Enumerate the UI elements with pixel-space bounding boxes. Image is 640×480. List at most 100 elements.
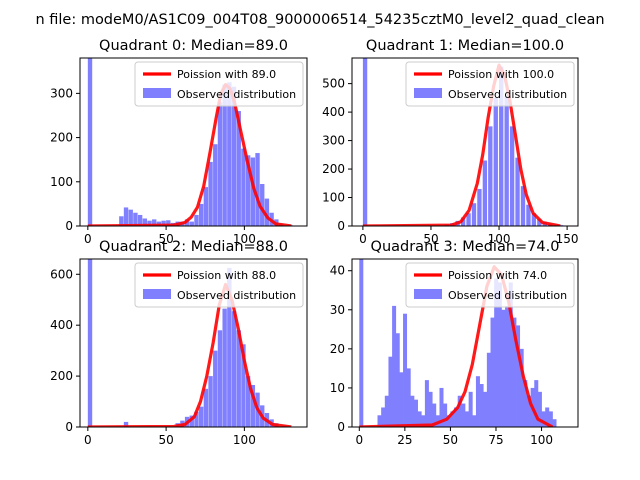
histogram-bar <box>137 214 143 226</box>
legend: Poission with 100.0 Observed distribution <box>405 61 575 107</box>
y-tick-label: 0 <box>337 420 345 434</box>
y-tick-label: 300 <box>322 134 345 148</box>
histogram-bar <box>119 216 124 226</box>
histogram-bar <box>541 411 546 427</box>
x-tick-label: 50 <box>158 433 173 447</box>
histogram-bar <box>493 97 498 226</box>
histogram-bar <box>123 421 129 427</box>
chart-title: Quadrant 1: Median=100.0 <box>366 38 564 54</box>
legend-label-observed: Observed distribution <box>177 88 296 101</box>
chart-title: Quadrant 0: Median=89.0 <box>99 38 288 54</box>
y-tick-label: 30 <box>330 303 345 317</box>
histogram-bar <box>362 58 368 226</box>
legend-label-poisson: Poission with 88.0 <box>177 269 276 282</box>
x-tick-label: 25 <box>397 433 412 447</box>
histogram-bar <box>87 58 93 226</box>
x-tick-label: 100 <box>233 433 256 447</box>
chart-title: Quadrant 2: Median=88.0 <box>99 239 288 255</box>
histogram-bar <box>392 305 397 427</box>
y-tick-label: 100 <box>50 175 73 189</box>
histogram-bar <box>245 376 251 427</box>
histogram-bar <box>406 368 411 427</box>
histogram-bar <box>222 308 227 427</box>
histogram-bar <box>128 209 133 226</box>
histogram-bar <box>505 305 510 427</box>
histogram-bar <box>471 203 477 226</box>
histogram-bar <box>208 161 213 226</box>
histogram-bar <box>526 395 531 427</box>
histogram-bar <box>461 403 466 427</box>
axes-frame <box>351 57 579 227</box>
histogram-bar <box>217 102 223 226</box>
histogram-bar <box>477 188 482 226</box>
histogram-bar <box>222 84 227 226</box>
histogram-bar <box>410 395 415 427</box>
histogram-bar <box>432 403 437 427</box>
histogram-bar <box>428 391 433 427</box>
histogram-bar <box>147 220 152 226</box>
histogram-bar <box>236 111 241 226</box>
histogram-bar <box>250 385 256 427</box>
axes-frame <box>79 258 308 428</box>
histogram-bar <box>537 218 542 226</box>
histogram-bar <box>446 415 451 427</box>
histogram-bar <box>504 96 509 226</box>
histogram-bar <box>512 317 517 427</box>
histogram-bar <box>457 395 462 427</box>
histogram-bar <box>450 411 455 427</box>
histogram-bar <box>523 380 528 427</box>
x-tick-label: 0 <box>84 433 92 447</box>
histogram-bar <box>548 411 553 427</box>
histogram-bar <box>483 391 488 427</box>
histogram-bar <box>399 372 404 427</box>
histogram-bar <box>482 160 488 226</box>
histogram-bar <box>424 380 429 427</box>
histogram-bar <box>227 82 232 226</box>
histogram-bar <box>421 415 426 427</box>
legend-hist-swatch <box>143 88 171 98</box>
legend-hist-swatch <box>143 289 171 299</box>
histogram-bar <box>250 157 256 226</box>
histogram-bar <box>198 406 204 427</box>
histogram-bar <box>255 153 260 226</box>
y-tick-label: 100 <box>322 191 345 205</box>
x-tick-label: 100 <box>530 433 553 447</box>
histogram-bar <box>87 259 93 427</box>
histogram-bar <box>189 221 194 226</box>
y-tick-label: 20 <box>330 342 345 356</box>
y-tick-label: 0 <box>337 219 345 233</box>
histogram-bar <box>161 220 166 226</box>
histogram-bar <box>501 309 506 427</box>
histogram-bar <box>417 411 422 427</box>
histogram-bar <box>123 207 129 226</box>
histogram-bar <box>166 220 171 226</box>
histogram-bar <box>208 376 213 427</box>
x-tick-label: 50 <box>423 232 438 246</box>
histogram-bar <box>515 157 520 226</box>
histogram-bar <box>194 411 199 427</box>
histogram-bar <box>472 415 477 427</box>
histogram-bar <box>466 213 471 226</box>
legend-label-poisson: Poission with 89.0 <box>177 68 276 81</box>
histogram-bar <box>552 419 557 427</box>
chart-title: Quadrant 3: Median=74.0 <box>371 239 560 255</box>
histogram-bar <box>460 217 466 226</box>
legend-box <box>134 262 304 308</box>
histogram-bar <box>198 203 204 226</box>
axes-frame <box>351 258 579 428</box>
legend: Poission with 88.0 Observed distribution <box>134 262 304 308</box>
histogram-bar <box>384 395 389 427</box>
histogram-bar <box>490 317 495 427</box>
histogram-bar <box>499 66 504 226</box>
chart-panel-1: 0 50 100 150 0 100 200 300 400 500 Quadrant 1: Med… <box>322 38 578 246</box>
histogram-bar <box>520 186 526 226</box>
legend-hist-swatch <box>414 88 442 98</box>
x-tick-label: 50 <box>158 232 173 246</box>
histogram-bar <box>519 348 524 427</box>
y-tick-label: 300 <box>50 86 73 100</box>
histogram-bar <box>142 218 148 226</box>
histogram-bar <box>227 267 232 427</box>
axes-frame <box>79 57 308 227</box>
histogram-bar <box>189 415 194 427</box>
